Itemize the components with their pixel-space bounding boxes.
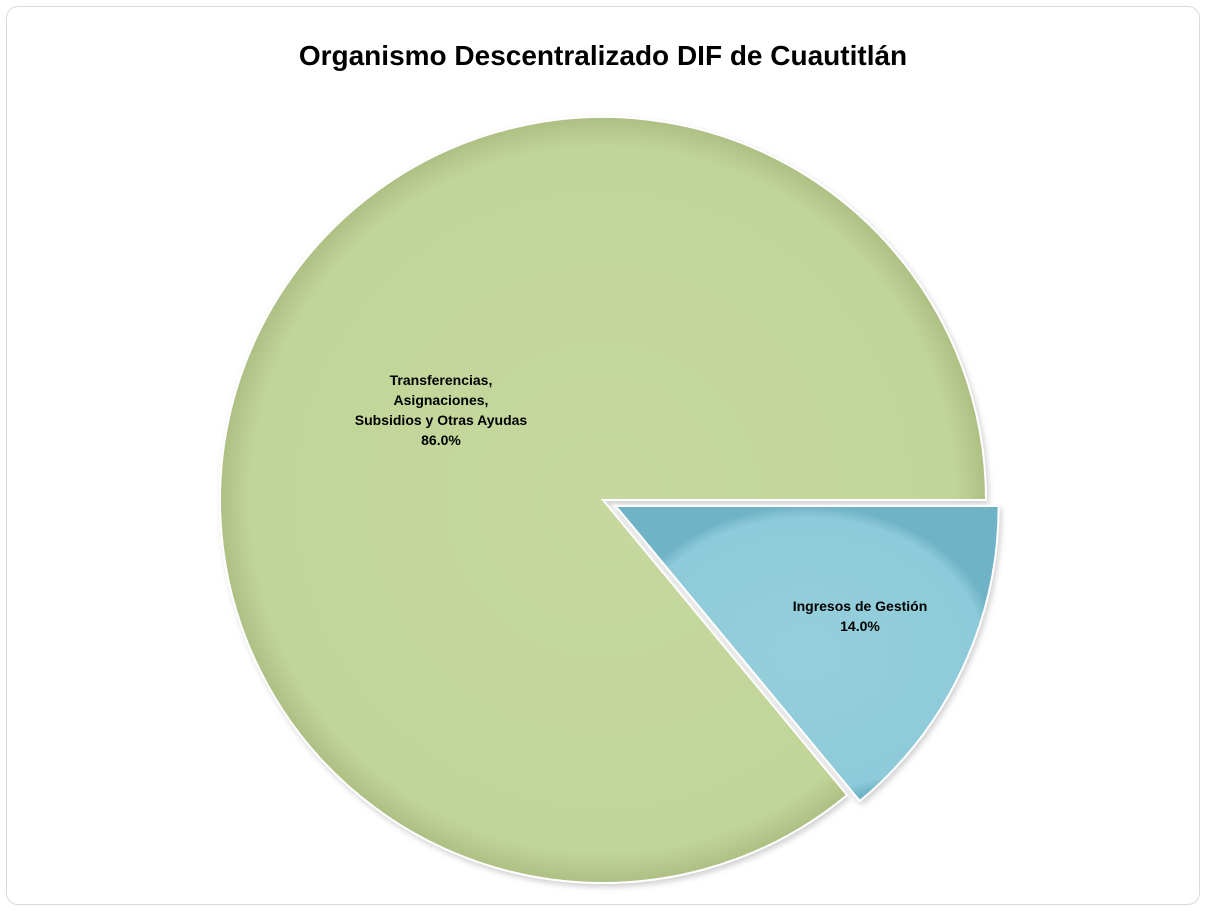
data-label-line: Ingresos de Gestión [793, 598, 928, 614]
pie-slice-transferencias [219, 116, 988, 884]
data-label-percent: 86.0% [421, 432, 461, 448]
data-label-percent: 14.0% [840, 618, 880, 634]
chart-title: Organismo Descentralizado DIF de Cuautit… [298, 40, 908, 71]
data-label-ingresos-gestion: Ingresos de Gestión 14.0% [793, 598, 928, 634]
pie-slice-ingresos-gestion [613, 504, 1000, 803]
data-label-line: Transferencias, [390, 372, 493, 388]
data-label-line: Asignaciones, [394, 392, 489, 408]
data-label-transferencias: Transferencias, Asignaciones, Subsidios y … [355, 372, 528, 448]
data-label-line: Subsidios y Otras Ayudas [355, 412, 528, 428]
